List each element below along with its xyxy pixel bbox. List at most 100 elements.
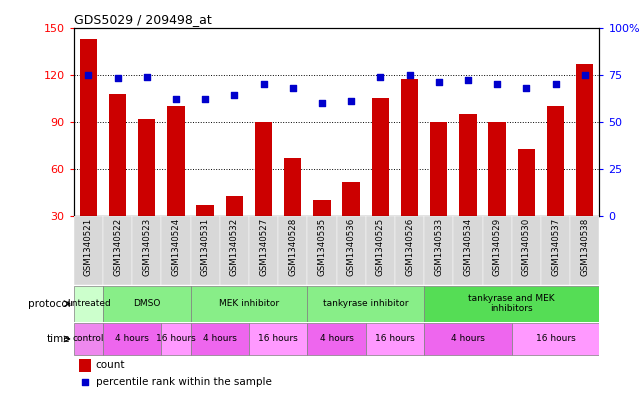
Bar xyxy=(424,286,599,321)
Bar xyxy=(459,114,477,263)
Point xyxy=(83,72,94,78)
Text: GDS5029 / 209498_at: GDS5029 / 209498_at xyxy=(74,13,212,26)
Point xyxy=(142,73,152,80)
Text: 16 hours: 16 hours xyxy=(258,334,298,343)
Text: MEK inhibitor: MEK inhibitor xyxy=(219,299,279,308)
Text: 4 hours: 4 hours xyxy=(203,334,237,343)
Bar xyxy=(226,196,243,263)
Text: GSM1340531: GSM1340531 xyxy=(201,218,210,276)
Bar xyxy=(138,119,156,263)
Text: percentile rank within the sample: percentile rank within the sample xyxy=(96,377,272,387)
Point xyxy=(463,77,473,83)
Bar xyxy=(541,216,570,285)
Point xyxy=(404,72,415,78)
Bar xyxy=(190,286,307,321)
Text: time: time xyxy=(47,334,71,344)
Bar xyxy=(547,106,564,263)
Point xyxy=(521,85,531,91)
Bar xyxy=(395,216,424,285)
Point xyxy=(171,96,181,102)
Bar xyxy=(196,205,214,263)
Bar xyxy=(372,98,389,263)
Bar xyxy=(453,216,483,285)
Text: GSM1340527: GSM1340527 xyxy=(259,218,268,276)
Bar xyxy=(430,122,447,263)
Bar xyxy=(249,323,307,355)
Point xyxy=(375,73,385,80)
Bar xyxy=(79,359,90,372)
Text: GSM1340523: GSM1340523 xyxy=(142,218,151,276)
Text: GSM1340529: GSM1340529 xyxy=(493,218,502,276)
Bar xyxy=(74,286,103,321)
Bar xyxy=(512,216,541,285)
Text: 16 hours: 16 hours xyxy=(536,334,576,343)
Text: 4 hours: 4 hours xyxy=(451,334,485,343)
Bar xyxy=(512,323,599,355)
Bar xyxy=(424,323,512,355)
Bar xyxy=(401,79,419,263)
Bar xyxy=(307,323,366,355)
Text: GSM1340525: GSM1340525 xyxy=(376,218,385,276)
Bar xyxy=(74,216,103,285)
Bar xyxy=(103,286,190,321)
Bar xyxy=(74,323,103,355)
Point xyxy=(200,96,210,102)
Bar xyxy=(366,323,424,355)
Bar xyxy=(366,216,395,285)
Bar xyxy=(278,216,307,285)
Text: GSM1340524: GSM1340524 xyxy=(171,218,180,276)
Bar xyxy=(167,106,185,263)
Bar xyxy=(313,200,331,263)
Bar xyxy=(79,39,97,263)
Bar xyxy=(483,216,512,285)
Bar xyxy=(307,216,337,285)
Bar xyxy=(162,323,190,355)
Text: GSM1340533: GSM1340533 xyxy=(434,218,443,276)
Bar xyxy=(103,323,162,355)
Point xyxy=(346,98,356,104)
Text: tankyrase inhibitor: tankyrase inhibitor xyxy=(323,299,408,308)
Text: GSM1340521: GSM1340521 xyxy=(84,218,93,276)
Point xyxy=(579,72,590,78)
Text: 4 hours: 4 hours xyxy=(115,334,149,343)
Text: GSM1340534: GSM1340534 xyxy=(463,218,472,276)
Bar xyxy=(570,216,599,285)
Text: GSM1340526: GSM1340526 xyxy=(405,218,414,276)
Text: protocol: protocol xyxy=(28,299,71,309)
Bar xyxy=(109,94,126,263)
Text: GSM1340522: GSM1340522 xyxy=(113,218,122,276)
Bar xyxy=(132,216,162,285)
Bar xyxy=(488,122,506,263)
Text: GSM1340538: GSM1340538 xyxy=(580,218,589,276)
Text: GSM1340530: GSM1340530 xyxy=(522,218,531,276)
Point xyxy=(551,81,561,87)
Text: tankyrase and MEK
inhibitors: tankyrase and MEK inhibitors xyxy=(469,294,555,313)
Text: 16 hours: 16 hours xyxy=(156,334,196,343)
Bar xyxy=(517,149,535,263)
Text: GSM1340537: GSM1340537 xyxy=(551,218,560,276)
Point xyxy=(317,100,327,106)
Text: untreated: untreated xyxy=(66,299,111,308)
Point xyxy=(79,378,90,385)
Point xyxy=(112,75,122,82)
Point xyxy=(258,81,269,87)
Bar xyxy=(220,216,249,285)
Text: count: count xyxy=(96,360,125,370)
Text: control: control xyxy=(72,334,104,343)
Text: GSM1340535: GSM1340535 xyxy=(317,218,326,276)
Text: GSM1340528: GSM1340528 xyxy=(288,218,297,276)
Bar xyxy=(190,216,220,285)
Bar xyxy=(249,216,278,285)
Text: GSM1340532: GSM1340532 xyxy=(230,218,239,276)
Text: 4 hours: 4 hours xyxy=(320,334,353,343)
Point xyxy=(492,81,503,87)
Bar xyxy=(254,122,272,263)
Point xyxy=(229,92,240,99)
Bar xyxy=(342,182,360,263)
Text: 16 hours: 16 hours xyxy=(375,334,415,343)
Bar xyxy=(103,216,132,285)
Bar xyxy=(576,64,594,263)
Text: DMSO: DMSO xyxy=(133,299,160,308)
Bar xyxy=(337,216,366,285)
Bar xyxy=(162,216,190,285)
